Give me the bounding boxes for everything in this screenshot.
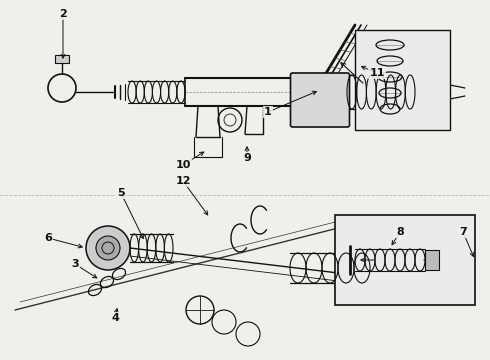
Text: 12: 12 [175, 176, 191, 186]
Circle shape [86, 226, 130, 270]
Bar [335, 215, 475, 305]
Text: 5: 5 [117, 188, 125, 198]
Circle shape [96, 236, 120, 260]
Text: 8: 8 [396, 227, 404, 237]
Text: 11: 11 [369, 68, 385, 78]
Text: 4: 4 [111, 313, 119, 323]
Bar [355, 30, 450, 130]
Text: 1: 1 [264, 107, 272, 117]
FancyBboxPatch shape [291, 73, 349, 127]
Text: 2: 2 [59, 9, 67, 19]
Text: 3: 3 [71, 259, 79, 269]
Text: 9: 9 [243, 153, 251, 163]
Text: 6: 6 [44, 233, 52, 243]
Bar [425, 250, 439, 270]
Text: 7: 7 [459, 227, 467, 237]
Text: 10: 10 [175, 160, 191, 170]
Bar [55, 55, 69, 63]
